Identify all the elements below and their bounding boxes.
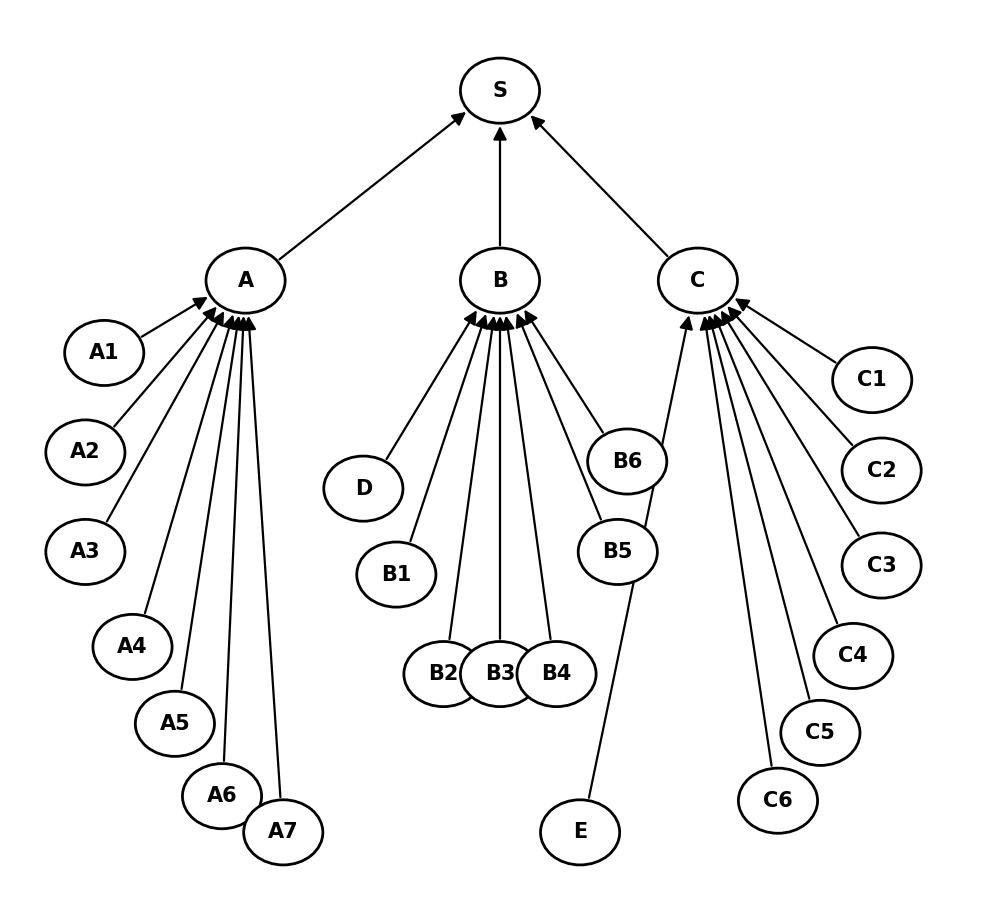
Text: A3: A3 [70,542,101,562]
Ellipse shape [324,456,403,521]
Ellipse shape [738,768,818,833]
Ellipse shape [517,641,596,707]
Text: B1: B1 [381,565,412,584]
Ellipse shape [588,429,667,494]
Ellipse shape [46,420,125,485]
Text: S: S [492,80,508,101]
Text: A6: A6 [207,786,237,806]
Ellipse shape [46,520,125,584]
Ellipse shape [658,248,737,313]
Text: D: D [355,479,372,498]
Ellipse shape [578,520,657,584]
Text: C1: C1 [857,370,887,390]
Text: B6: B6 [612,451,642,472]
Text: C6: C6 [763,791,793,810]
Ellipse shape [460,641,540,707]
Text: A1: A1 [89,343,120,363]
Text: A4: A4 [117,637,148,657]
Ellipse shape [404,641,483,707]
Ellipse shape [182,763,262,829]
Text: B2: B2 [428,664,459,684]
Text: E: E [573,822,587,843]
Text: C: C [690,270,706,291]
Ellipse shape [65,320,144,386]
Text: B4: B4 [541,664,572,684]
Text: C5: C5 [805,723,835,743]
Text: B5: B5 [603,542,633,562]
Ellipse shape [135,691,214,756]
Text: A5: A5 [160,713,190,734]
Text: A: A [238,270,254,291]
Ellipse shape [460,248,540,313]
Ellipse shape [541,800,620,865]
Text: A7: A7 [268,822,299,843]
Text: B3: B3 [485,664,515,684]
Ellipse shape [93,615,172,679]
Text: C2: C2 [867,461,897,481]
Ellipse shape [842,533,921,598]
Ellipse shape [814,623,893,689]
Ellipse shape [357,542,436,607]
Text: C4: C4 [838,646,868,666]
Ellipse shape [206,248,285,313]
Text: B: B [492,270,508,291]
Text: C3: C3 [867,556,897,576]
Ellipse shape [833,348,912,413]
Text: A2: A2 [70,442,101,462]
Ellipse shape [842,438,921,503]
Ellipse shape [460,58,540,123]
Ellipse shape [244,800,323,865]
Ellipse shape [781,701,860,765]
